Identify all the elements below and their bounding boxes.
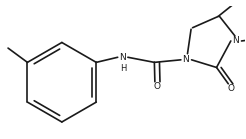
Text: N: N <box>183 55 189 64</box>
Text: H: H <box>121 64 127 73</box>
Text: O: O <box>227 84 234 93</box>
Text: N: N <box>232 36 239 45</box>
Text: O: O <box>154 82 160 91</box>
Text: N: N <box>119 53 126 62</box>
